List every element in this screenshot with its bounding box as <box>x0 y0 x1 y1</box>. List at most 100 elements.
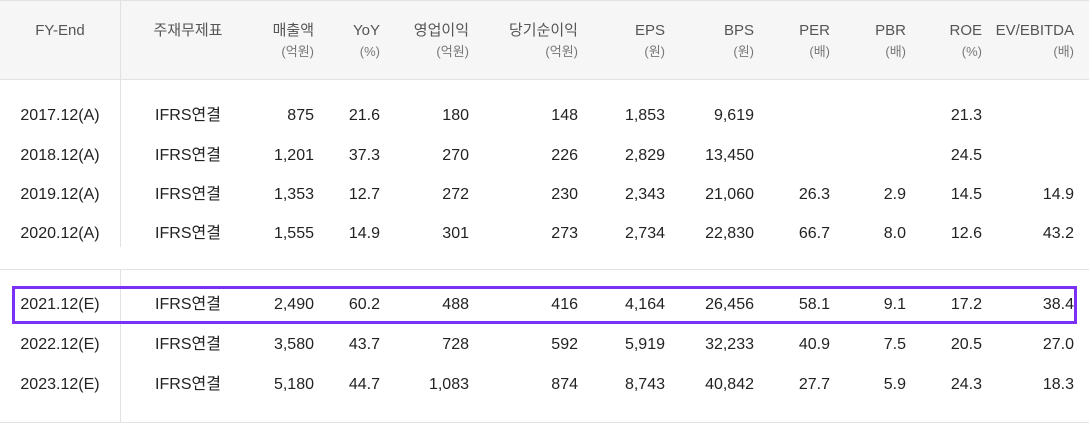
pbr-cell <box>846 96 906 136</box>
bps-cell: 32,233 <box>705 336 754 353</box>
column-divider <box>120 0 121 422</box>
ev-ebitda-cell: 18.3 <box>1042 376 1074 393</box>
header-bps: BPS (원) <box>723 22 754 59</box>
net-income-cell: 230 <box>551 186 578 203</box>
per-cell <box>770 136 830 176</box>
eps-cell: 8,743 <box>624 376 665 393</box>
period-cell: 2021.12(E) <box>20 296 100 313</box>
pbr-cell <box>846 136 906 176</box>
header-sales: 매출액 (억원) <box>272 22 314 59</box>
sales-cell: 2,490 <box>273 296 314 313</box>
section-spacer <box>0 247 1089 269</box>
period-cell: 2017.12(A) <box>20 107 100 124</box>
header-fy-end: FY-End <box>35 22 85 39</box>
ev-ebitda-cell <box>1000 96 1074 136</box>
eps-cell: 1,853 <box>624 107 665 124</box>
statement-type-cell: IFRS연결 <box>155 147 221 164</box>
operating-profit-cell: 301 <box>442 225 469 242</box>
table-row-highlighted: 2021.12(E) IFRS연결 2,490 60.2 488 416 4,1… <box>0 285 1089 325</box>
pbr-cell: 7.5 <box>883 336 906 353</box>
sales-cell: 875 <box>287 107 314 124</box>
header-operating-profit: 영업이익 (억원) <box>413 22 469 59</box>
yoy-cell: 44.7 <box>348 376 380 393</box>
pbr-cell: 5.9 <box>883 376 906 393</box>
yoy-cell: 60.2 <box>348 296 380 313</box>
operating-profit-cell: 272 <box>442 186 469 203</box>
statement-type-cell: IFRS연결 <box>155 107 221 124</box>
roe-cell: 12.6 <box>950 225 982 242</box>
header-yoy: YoY (%) <box>353 22 380 59</box>
sales-cell: 3,580 <box>273 336 314 353</box>
eps-cell: 2,343 <box>624 186 665 203</box>
roe-cell: 24.5 <box>950 147 982 164</box>
yoy-cell: 21.6 <box>348 107 380 124</box>
net-income-cell: 226 <box>551 147 578 164</box>
ev-ebitda-cell: 38.4 <box>1042 296 1074 313</box>
roe-cell: 20.5 <box>950 336 982 353</box>
table-row: 2022.12(E) IFRS연결 3,580 43.7 728 592 5,9… <box>0 325 1089 365</box>
sales-cell: 5,180 <box>273 376 314 393</box>
ev-ebitda-cell: 43.2 <box>1042 225 1074 242</box>
net-income-cell: 273 <box>551 225 578 242</box>
operating-profit-cell: 728 <box>442 336 469 353</box>
roe-cell: 21.3 <box>950 107 982 124</box>
table-row: 2017.12(A) IFRS연결 875 21.6 180 148 1,853… <box>0 96 1089 136</box>
header-main-statement: 주재무제표 <box>153 22 223 39</box>
roe-cell: 17.2 <box>950 296 982 313</box>
period-cell: 2023.12(E) <box>20 376 100 393</box>
table-row: 2020.12(A) IFRS연결 1,555 14.9 301 273 2,7… <box>0 214 1089 254</box>
net-income-cell: 148 <box>551 107 578 124</box>
per-cell: 26.3 <box>798 186 830 203</box>
net-income-cell: 874 <box>551 376 578 393</box>
net-income-cell: 592 <box>551 336 578 353</box>
table-row: 2023.12(E) IFRS연결 5,180 44.7 1,083 874 8… <box>0 365 1089 405</box>
bps-cell: 9,619 <box>713 107 754 124</box>
table-row: 2018.12(A) IFRS연결 1,201 37.3 270 226 2,8… <box>0 136 1089 176</box>
yoy-cell: 43.7 <box>348 336 380 353</box>
ev-ebitda-cell <box>1000 136 1074 176</box>
per-cell: 66.7 <box>798 225 830 242</box>
statement-type-cell: IFRS연결 <box>155 336 221 353</box>
bps-cell: 21,060 <box>705 186 754 203</box>
roe-cell: 24.3 <box>950 376 982 393</box>
per-cell: 40.9 <box>798 336 830 353</box>
operating-profit-cell: 488 <box>442 296 469 313</box>
yoy-cell: 14.9 <box>348 225 380 242</box>
statement-type-cell: IFRS연결 <box>155 376 221 393</box>
header-net-income: 당기순이익 (억원) <box>508 22 578 59</box>
bps-cell: 26,456 <box>705 296 754 313</box>
table-header: FY-End 주재무제표 매출액 (억원) YoY (%) 영업이익 (억원) 당기순… <box>0 0 1089 80</box>
bps-cell: 40,842 <box>705 376 754 393</box>
bps-cell: 13,450 <box>705 147 754 164</box>
yoy-cell: 37.3 <box>348 147 380 164</box>
sales-cell: 1,201 <box>273 147 314 164</box>
operating-profit-cell: 180 <box>442 107 469 124</box>
eps-cell: 2,734 <box>624 225 665 242</box>
pbr-cell: 8.0 <box>883 225 906 242</box>
section-divider <box>0 269 1089 270</box>
sales-cell: 1,353 <box>273 186 314 203</box>
header-per: PER (배) <box>799 22 830 59</box>
operating-profit-cell: 1,083 <box>428 376 469 393</box>
bps-cell: 22,830 <box>705 225 754 242</box>
net-income-cell: 416 <box>551 296 578 313</box>
pbr-cell: 2.9 <box>883 186 906 203</box>
period-cell: 2022.12(E) <box>20 336 100 353</box>
statement-type-cell: IFRS연결 <box>155 225 221 242</box>
period-cell: 2020.12(A) <box>20 225 100 242</box>
header-pbr: PBR (배) <box>875 22 906 59</box>
ev-ebitda-cell: 27.0 <box>1042 336 1074 353</box>
sales-cell: 1,555 <box>273 225 314 242</box>
ev-ebitda-cell: 14.9 <box>1042 186 1074 203</box>
per-cell <box>770 96 830 136</box>
eps-cell: 5,919 <box>624 336 665 353</box>
roe-cell: 14.5 <box>950 186 982 203</box>
per-cell: 58.1 <box>798 296 830 313</box>
eps-cell: 2,829 <box>624 147 665 164</box>
yoy-cell: 12.7 <box>348 186 380 203</box>
table-row: 2019.12(A) IFRS연결 1,353 12.7 272 230 2,3… <box>0 175 1089 215</box>
period-cell: 2019.12(A) <box>20 186 100 203</box>
header-eps: EPS (원) <box>634 22 665 59</box>
header-ev-ebitda: EV/EBITDA (배) <box>995 22 1074 59</box>
